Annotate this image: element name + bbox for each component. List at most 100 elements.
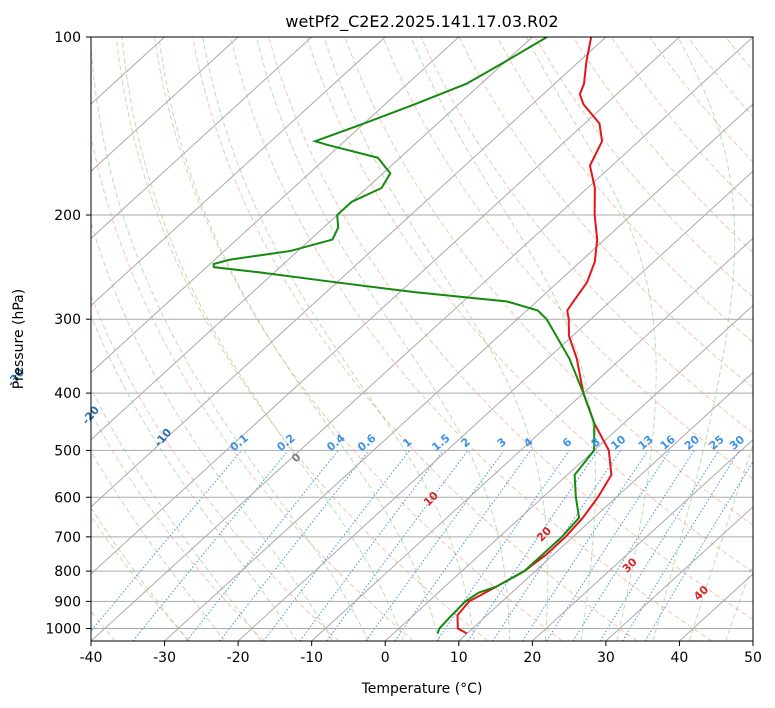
mixing-ratio-line bbox=[326, 450, 469, 641]
isotherm bbox=[91, 37, 533, 441]
isotherm bbox=[458, 371, 753, 641]
dry-adiabat bbox=[115, 37, 489, 641]
isotherm bbox=[311, 237, 753, 641]
moist-adiabat bbox=[91, 220, 334, 641]
dry-adiabat bbox=[572, 37, 753, 253]
moist-adiabat bbox=[91, 314, 298, 641]
mixing-ratio-line bbox=[91, 450, 242, 632]
x-tick-label: 40 bbox=[671, 650, 689, 666]
x-tick-label: 0 bbox=[381, 650, 390, 666]
x-tick-label: 50 bbox=[744, 650, 762, 666]
background-lines bbox=[91, 37, 775, 641]
dry-adiabat bbox=[268, 37, 753, 621]
isotherm bbox=[605, 506, 753, 641]
temperature-line bbox=[456, 37, 613, 635]
moist-adiabat bbox=[91, 450, 226, 641]
x-tick-label: -10 bbox=[300, 650, 323, 666]
mixing-ratio-line bbox=[365, 450, 505, 641]
dry-adiabat bbox=[496, 37, 753, 343]
mixing-ratio-label: 8 bbox=[589, 435, 603, 450]
moist-adiabat bbox=[762, 37, 775, 641]
mixing-ratio-label: 6 bbox=[560, 435, 574, 450]
moist-adiabat bbox=[91, 387, 262, 641]
moist-adiabat bbox=[323, 37, 549, 641]
dry-adiabat bbox=[91, 133, 414, 641]
line-labels: 0.10.20.40.611.523468101316202530-100-90… bbox=[4, 366, 747, 604]
moist-adiabat bbox=[158, 37, 440, 641]
mixing-ratio-line bbox=[644, 460, 753, 641]
dry-adiabat bbox=[649, 37, 753, 163]
dry-adiabat bbox=[725, 37, 753, 72]
y-tick-label: 700 bbox=[54, 530, 81, 546]
y-tick-label: 1000 bbox=[45, 621, 81, 637]
moist-adiabat bbox=[725, 562, 753, 641]
moist-adiabat-label: 40 bbox=[691, 583, 711, 603]
isotherm bbox=[91, 37, 460, 374]
dry-adiabat-label: -10 bbox=[152, 426, 175, 450]
dry-adiabat bbox=[420, 37, 753, 434]
moist-adiabat-label: 0 bbox=[289, 450, 304, 465]
mixing-ratio-line bbox=[467, 450, 599, 641]
isotherm bbox=[91, 37, 607, 508]
y-tick-label: 400 bbox=[54, 386, 81, 402]
moist-adiabat-label: 10 bbox=[421, 489, 441, 509]
dry-adiabat bbox=[91, 514, 191, 641]
mixing-ratio-label: 25 bbox=[707, 433, 727, 453]
mixing-ratio-line bbox=[572, 450, 695, 641]
mixing-ratio-line bbox=[132, 450, 289, 641]
x-tick-label: -40 bbox=[80, 650, 103, 666]
x-tick-label: 30 bbox=[597, 650, 615, 666]
profile-lines bbox=[212, 37, 613, 635]
dry-adiabat bbox=[764, 37, 775, 641]
moist-adiabat bbox=[91, 506, 189, 641]
mixing-ratio-line bbox=[492, 450, 622, 641]
isotherm bbox=[91, 37, 239, 172]
dry-adiabat bbox=[91, 294, 340, 641]
mixing-ratio-line bbox=[436, 450, 570, 641]
mixing-ratio-line bbox=[299, 450, 444, 641]
mixing-ratio-line bbox=[622, 450, 740, 641]
dewpoint-line bbox=[212, 37, 596, 634]
chart-title: wetPf2_C2E2.2025.141.17.03.R02 bbox=[285, 12, 558, 32]
dry-adiabat bbox=[153, 37, 563, 641]
x-tick-label: 10 bbox=[450, 650, 468, 666]
y-tick-label: 900 bbox=[54, 594, 81, 610]
moist-adiabat bbox=[256, 37, 511, 641]
isotherm bbox=[91, 37, 386, 307]
mixing-ratio-line bbox=[522, 450, 649, 641]
isotherm bbox=[91, 37, 680, 575]
isotherm bbox=[531, 438, 753, 641]
x-axis-label: Temperature (°C) bbox=[361, 681, 483, 697]
mixing-ratio-line bbox=[599, 450, 720, 641]
dry-adiabat bbox=[192, 37, 638, 641]
x-tick-label: -20 bbox=[227, 650, 250, 666]
mixing-ratio-label: 16 bbox=[658, 433, 678, 453]
x-tick-label: 20 bbox=[523, 650, 541, 666]
isotherm bbox=[164, 103, 753, 641]
mixing-ratio-label: 3 bbox=[495, 435, 509, 450]
moist-adiabat bbox=[652, 37, 736, 641]
dry-adiabat bbox=[534, 37, 753, 298]
mixing-ratio-label: 2 bbox=[459, 435, 473, 450]
y-tick-label: 200 bbox=[54, 208, 81, 224]
y-tick-label: 600 bbox=[54, 490, 81, 506]
isotherm bbox=[91, 37, 753, 641]
dry-adiabat bbox=[306, 37, 753, 573]
mixing-ratio-label: 20 bbox=[682, 433, 702, 453]
mixing-ratio-label: 10 bbox=[608, 433, 628, 453]
mixing-ratio-line bbox=[186, 450, 339, 641]
moist-adiabat bbox=[688, 442, 753, 641]
plot-frame bbox=[90, 36, 754, 642]
y-tick-label: 300 bbox=[54, 312, 81, 328]
dry-adiabat bbox=[230, 37, 713, 641]
moist-adiabat bbox=[410, 37, 596, 641]
y-tick-label: 500 bbox=[54, 443, 81, 459]
y-tick-label: 100 bbox=[54, 30, 81, 46]
y-axis-label: Pressure (hPa) bbox=[11, 289, 27, 389]
mixing-ratio-line bbox=[546, 450, 671, 641]
dry-adiabat bbox=[344, 37, 753, 526]
dry-adiabat bbox=[687, 37, 753, 118]
mixing-ratio-line bbox=[219, 450, 370, 641]
dry-adiabat bbox=[91, 412, 265, 641]
